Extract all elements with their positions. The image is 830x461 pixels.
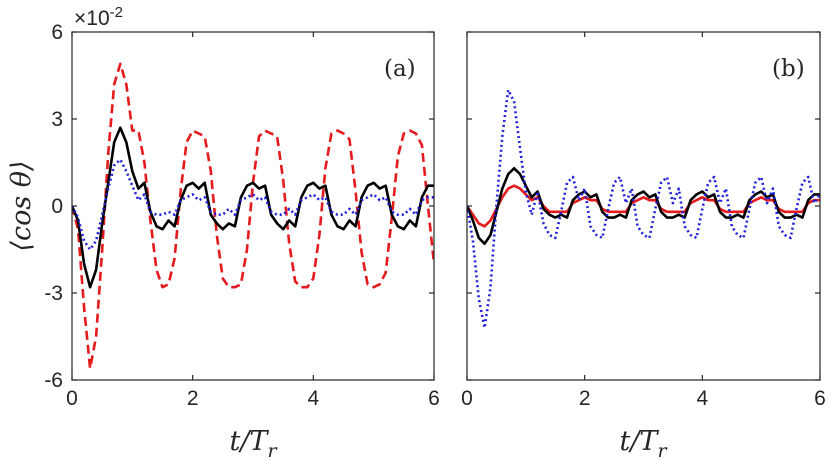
x-tick-label: 6	[814, 387, 826, 410]
series-line-black-solid	[72, 126, 434, 289]
x-tick-label: 0	[461, 387, 473, 410]
panel-a: 0 2 4 6 6 3 0 -3 -6 (a) ×10-2 ⟨cos θ⟩ t/Tr	[6, 4, 440, 461]
y-tick-label: 3	[51, 108, 63, 131]
ticks-b: 0 2 4 6	[461, 31, 826, 410]
series-line-blue-dotted	[467, 88, 820, 330]
series-line-red-solid	[467, 184, 820, 228]
x-tick-label: 0	[66, 387, 78, 410]
series-line-black-solid	[467, 167, 820, 245]
x-axis-label-b: t/Tr	[619, 426, 668, 461]
y-axis-label: ⟨cos θ⟩	[6, 160, 37, 251]
x-tick-label: 4	[696, 387, 708, 410]
y-tick-label: 6	[51, 21, 63, 44]
x-tick-label: 6	[428, 387, 440, 410]
y-exponent: ×10-2	[74, 4, 123, 30]
axes-box-b	[466, 31, 821, 381]
x-axis-label-a-sub: r	[267, 440, 278, 461]
x-axis-label-a: t/Tr	[229, 426, 278, 461]
x-axis-label-a-main: t/T	[229, 426, 269, 457]
series-line-blue-dotted	[72, 158, 434, 251]
x-tick-label: 2	[579, 387, 591, 410]
x-axis-label-b-main: t/T	[619, 426, 659, 457]
y-tick-label: 0	[51, 195, 63, 218]
y-tick-label: -3	[44, 282, 63, 305]
panel-label-a: (a)	[384, 56, 416, 82]
x-axis-label-b-sub: r	[657, 440, 668, 461]
y-exponent-base: ×10	[74, 7, 110, 30]
x-tick-label: 2	[187, 387, 199, 410]
y-exponent-power: -2	[110, 4, 123, 21]
series-line-red-dashed	[72, 62, 434, 370]
panel-b: 0 2 4 6 (b) t/Tr	[461, 31, 826, 461]
panel-label-b: (b)	[772, 56, 805, 82]
plot-area-b	[467, 88, 820, 330]
ticks-a: 0 2 4 6 6 3 0 -3 -6	[44, 21, 440, 410]
y-tick-label: -6	[44, 369, 63, 392]
x-tick-label: 4	[307, 387, 319, 410]
plot-area-a	[72, 62, 434, 370]
